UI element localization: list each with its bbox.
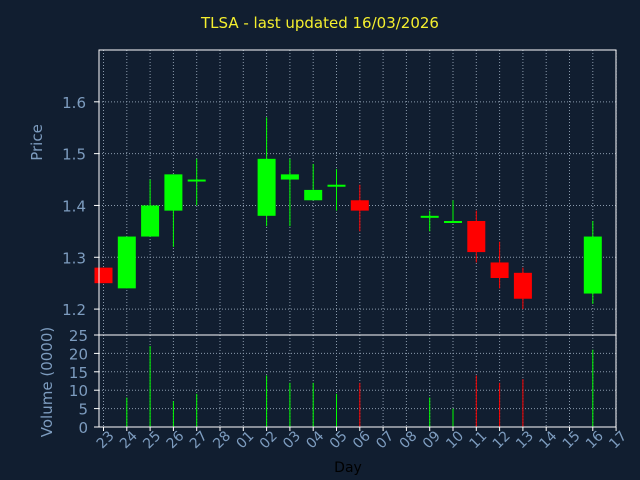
x-tick-label: 08 <box>397 428 421 452</box>
x-tick-label: 23 <box>94 428 118 452</box>
price-tick-label: 1.4 <box>62 197 86 215</box>
x-tick-label: 10 <box>443 428 467 452</box>
x-tick-label: 09 <box>420 428 444 452</box>
x-tick-label: 14 <box>536 428 560 452</box>
x-tick-label: 04 <box>303 428 327 452</box>
price-panel <box>94 117 602 310</box>
candle-body <box>490 262 509 278</box>
candle-body <box>304 189 323 201</box>
price-tick-label: 1.6 <box>62 94 86 112</box>
x-tick-label: 07 <box>373 428 397 452</box>
x-axis-label: Day <box>334 460 362 476</box>
candle-body <box>444 221 462 223</box>
volume-tick-label: 10 <box>69 382 88 400</box>
volume-tick-label: 15 <box>69 364 88 382</box>
x-tick-label: 25 <box>140 428 164 452</box>
candle-body <box>164 174 183 211</box>
candle-body <box>117 236 136 289</box>
chart-title: TLSA - last updated 16/03/2026 <box>201 14 439 32</box>
candle-body <box>350 200 369 211</box>
x-tick-label: 06 <box>350 428 374 452</box>
x-tick-label: 02 <box>257 428 281 452</box>
candle-body <box>513 272 532 299</box>
candle-body <box>94 267 113 284</box>
x-tick-label: 13 <box>513 428 537 452</box>
candle-body <box>141 205 160 237</box>
x-tick-label: 15 <box>560 428 584 452</box>
x-tick-label: 12 <box>490 428 514 452</box>
x-tick-label: 03 <box>280 428 304 452</box>
x-tick-label: 24 <box>117 428 141 452</box>
price-axis-label: Price <box>28 124 46 161</box>
volume-tick-label: 5 <box>78 401 88 419</box>
x-tick-label: 26 <box>164 428 188 452</box>
candle-body <box>327 184 346 187</box>
candle-body <box>187 179 206 182</box>
x-tick-label: 05 <box>327 428 351 452</box>
candle-body <box>467 221 486 253</box>
x-tick-label: 17 <box>606 428 630 452</box>
x-tick-label: 28 <box>210 428 234 452</box>
x-tick-label: 01 <box>234 428 258 452</box>
x-tick-label: 16 <box>583 428 607 452</box>
x-tick-label: 11 <box>467 428 491 452</box>
candle-body <box>583 236 602 294</box>
volume-tick-label: 20 <box>69 345 88 363</box>
volume-axis-label: Volume (0000) <box>38 327 56 437</box>
price-tick-label: 1.3 <box>62 249 86 267</box>
volume-tick-label: 0 <box>78 419 88 437</box>
volume-panel-border <box>98 334 617 428</box>
candle-body <box>257 158 276 216</box>
candle-body <box>420 215 439 218</box>
grid-layer <box>99 50 617 428</box>
volume-tick-label: 25 <box>69 327 88 345</box>
price-tick-label: 1.2 <box>62 301 86 319</box>
x-tick-label: 27 <box>187 428 211 452</box>
candle-body <box>280 174 299 180</box>
price-tick-label: 1.5 <box>62 146 86 164</box>
volume-panel <box>126 346 594 427</box>
